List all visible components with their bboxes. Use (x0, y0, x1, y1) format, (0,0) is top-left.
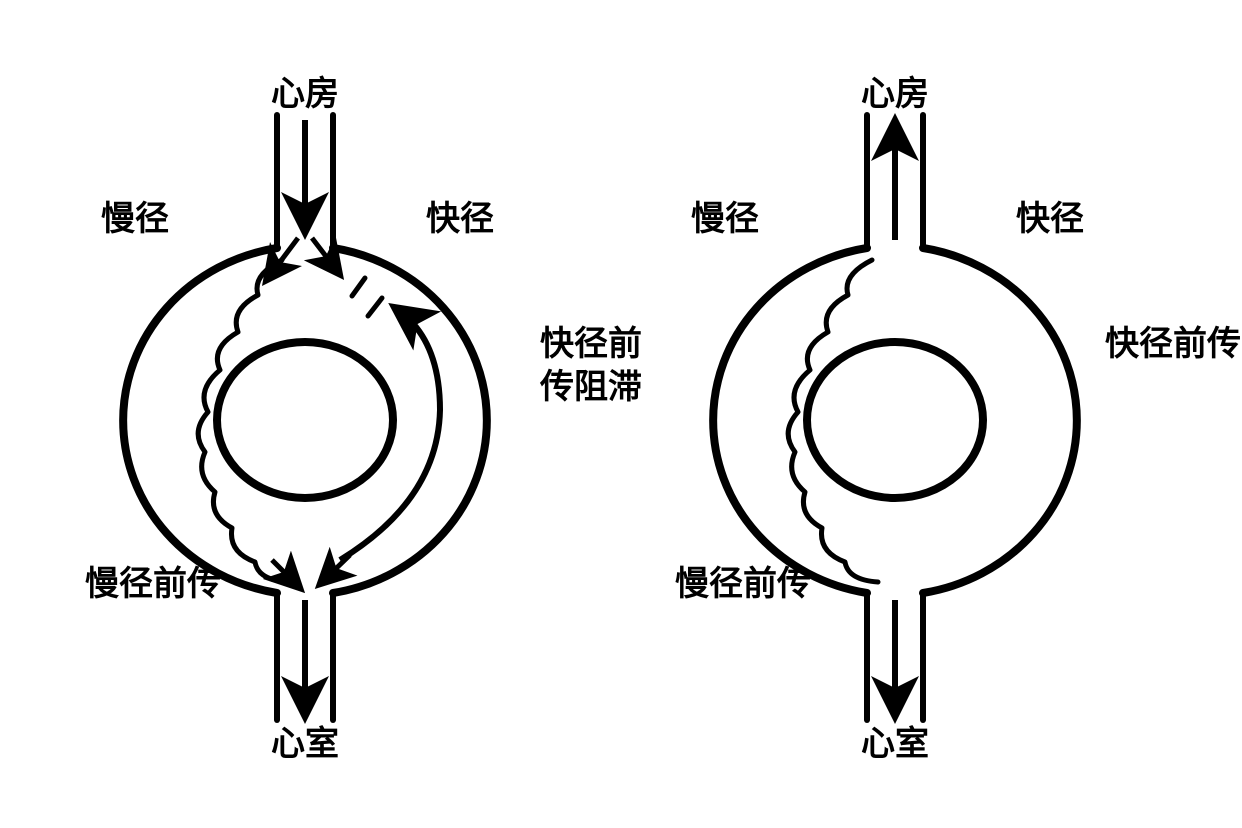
label-fast-left: 快径 (426, 200, 494, 238)
label-slowfwd-left: 慢径前传 (85, 565, 221, 603)
inner-ring-left (217, 342, 393, 498)
outer-ring-left-arc1 (333, 248, 487, 593)
slow-path-wavy-left (198, 260, 288, 582)
label-slow-right: 慢径 (691, 200, 759, 238)
label-slowfwd-right: 慢径前传 (675, 565, 811, 603)
label-bottom-right: 心室 (861, 724, 929, 763)
inner-ring-right (807, 342, 983, 498)
label-top-left: 心房 (271, 75, 339, 113)
label-fast-right: 快径 (1016, 200, 1084, 238)
arrow-top-split-l (268, 238, 298, 278)
block-mark-1 (352, 278, 365, 296)
outer-ring-right-arc1 (923, 248, 1077, 593)
arrow-bot-merge-r (322, 555, 350, 582)
slow-path-wavy-right (788, 260, 878, 582)
label-fastfwd-right: 快径前传 (1105, 325, 1241, 363)
diagram-canvas: 心房 慢径 快径 快径前 传阻滞 慢径前传 心室 心房 慢径 快径 快径前传 慢… (0, 0, 1242, 828)
label-fastblock-1-left: 快径前 (540, 325, 642, 363)
label-fastblock-2-left: 传阻滞 (539, 368, 642, 406)
block-mark-2 (368, 298, 382, 316)
right-diagram: 心房 慢径 快径 快径前传 慢径前传 心室 (675, 75, 1241, 763)
left-diagram: 心房 慢径 快径 快径前 传阻滞 慢径前传 心室 (85, 75, 642, 763)
label-top-right: 心房 (861, 75, 929, 113)
label-slow-left: 慢径 (101, 200, 169, 238)
label-bottom-left: 心室 (271, 724, 339, 763)
